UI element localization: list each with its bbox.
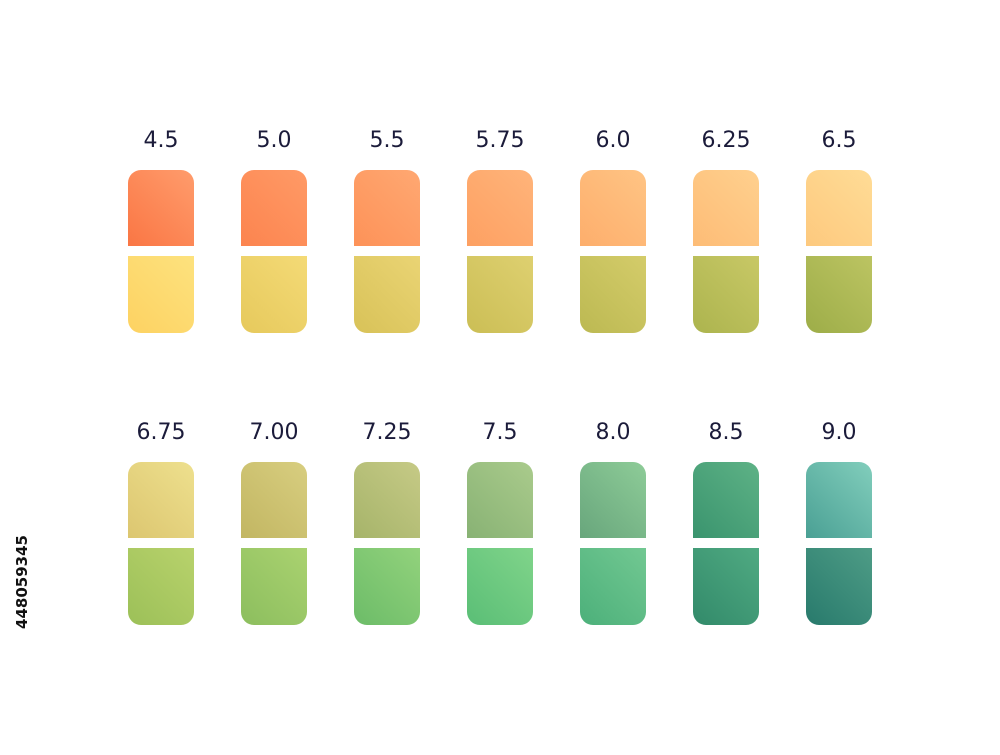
swatch-label: 6.75: [136, 420, 186, 445]
swatch-top: [693, 170, 759, 246]
swatch-label: 8.0: [595, 420, 631, 445]
swatch-top: [693, 462, 759, 538]
swatch-label: 6.5: [821, 128, 857, 153]
swatch-label: 6.0: [595, 128, 631, 153]
swatch-label: 6.25: [701, 128, 751, 153]
swatch-label: 5.75: [475, 128, 525, 153]
swatch-label: 9.0: [821, 420, 857, 445]
swatch-top: [354, 170, 420, 246]
swatch-bottom: [693, 256, 759, 333]
swatch-top: [806, 170, 872, 246]
swatch-bottom: [467, 548, 533, 625]
swatch-top: [128, 170, 194, 246]
swatch-label: 4.5: [143, 128, 179, 153]
swatch-top: [806, 462, 872, 538]
swatch-bottom: [580, 256, 646, 333]
swatch-label: 8.5: [708, 420, 744, 445]
swatch-label: 7.00: [249, 420, 299, 445]
swatch-top: [580, 462, 646, 538]
swatch-label: 5.5: [369, 128, 405, 153]
swatch-bottom: [241, 548, 307, 625]
swatch-top: [241, 170, 307, 246]
swatch-top: [354, 462, 420, 538]
swatch-bottom: [580, 548, 646, 625]
swatch-top: [580, 170, 646, 246]
swatch-bottom: [354, 548, 420, 625]
swatch-label: 7.25: [362, 420, 412, 445]
swatch-label: 7.5: [482, 420, 518, 445]
swatch-top: [241, 462, 307, 538]
swatch-label: 5.0: [256, 128, 292, 153]
swatch-bottom: [241, 256, 307, 333]
swatch-bottom: [467, 256, 533, 333]
swatch-bottom: [806, 256, 872, 333]
swatch-bottom: [128, 548, 194, 625]
swatch-top: [467, 170, 533, 246]
swatch-bottom: [354, 256, 420, 333]
swatch-top: [467, 462, 533, 538]
swatch-bottom: [806, 548, 872, 625]
stock-id: 448059345: [13, 535, 31, 629]
swatch-top: [128, 462, 194, 538]
swatch-bottom: [128, 256, 194, 333]
swatch-bottom: [693, 548, 759, 625]
